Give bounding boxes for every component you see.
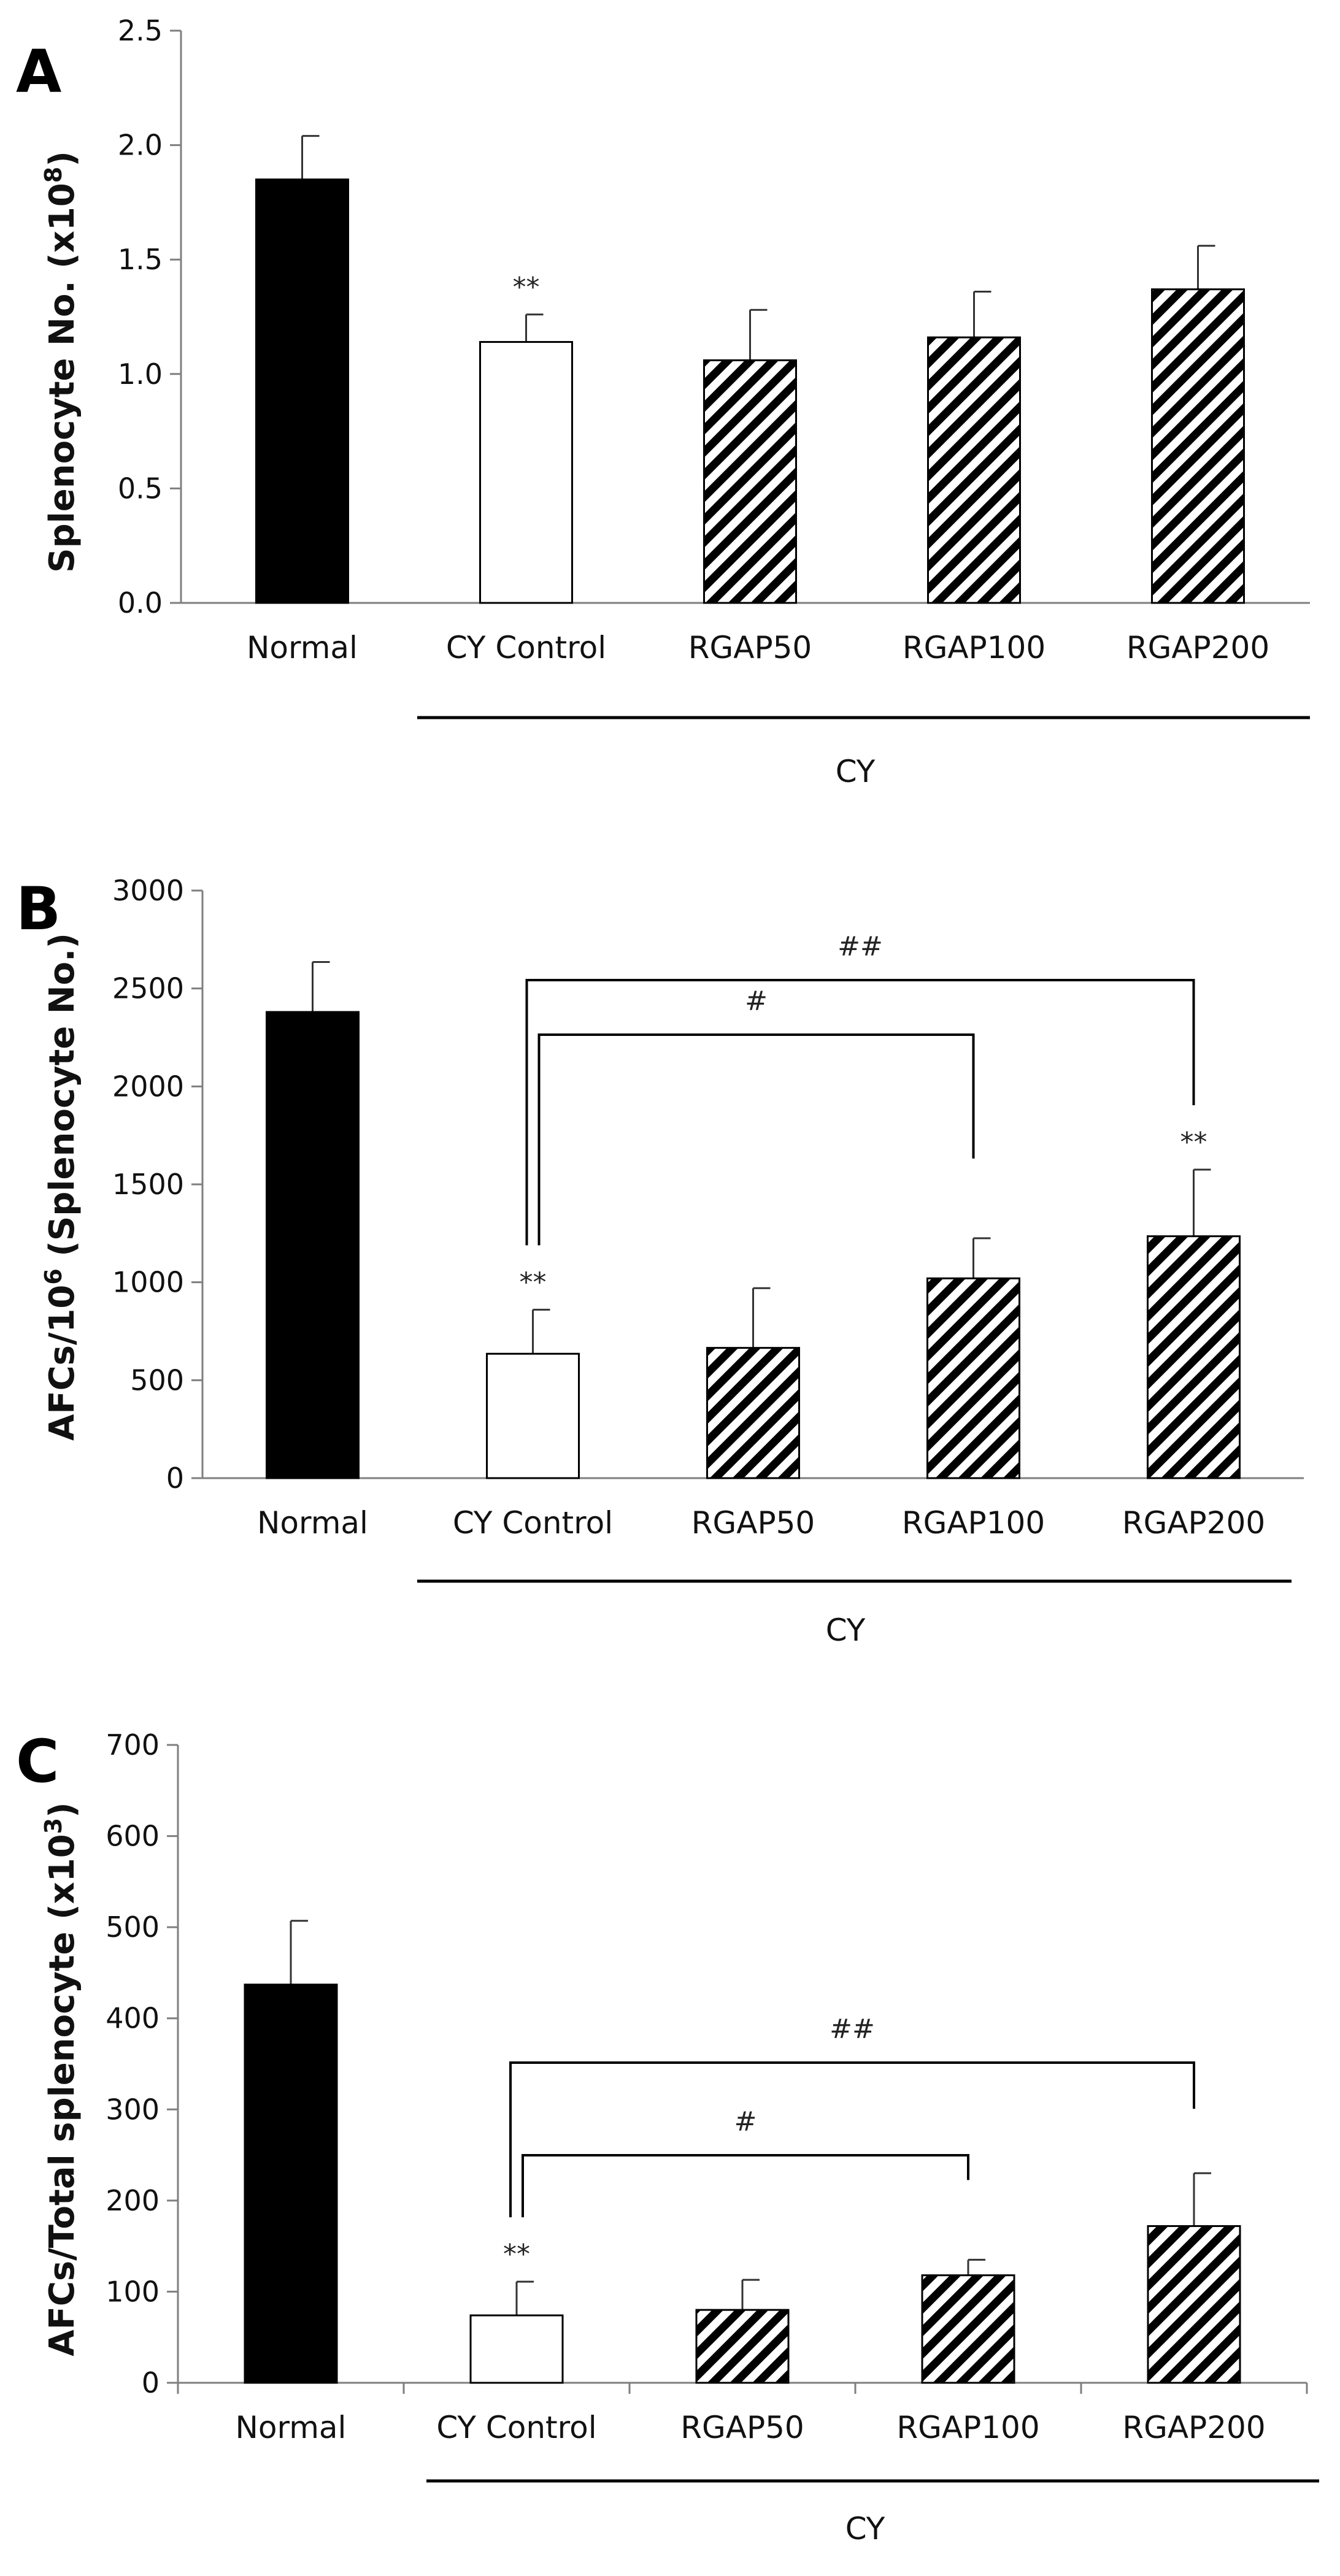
panel-c-y-tick-label: 100	[106, 2275, 160, 2308]
panel-c-bracket	[509, 2061, 1195, 2218]
panel-c-bar-cy-control	[469, 2314, 564, 2384]
panel-b-y-tick-label: 1500	[112, 1168, 184, 1201]
panel-a-category-label: RGAP50	[688, 630, 812, 665]
panel-a-bar-rgap200	[1151, 288, 1245, 604]
panel-c-category-label: CY Control	[436, 2410, 596, 2445]
panel-a-y-tick-label: 0.0	[118, 586, 163, 619]
panel-c-category-label: Normal	[236, 2410, 347, 2445]
panel-c-bar-normal	[244, 1984, 338, 2384]
panel-b-bar-rgap50	[706, 1347, 800, 1479]
panel-c-y-tick-label: 0	[142, 2366, 160, 2399]
panel-b-bracket-label: ##	[838, 931, 883, 962]
panel-c-bracket-label: #	[734, 2106, 757, 2137]
panel-c-category-label: RGAP50	[680, 2410, 804, 2445]
panel-b-category-label: RGAP200	[1122, 1505, 1265, 1541]
panel-a-y-tick-label: 1.0	[118, 358, 163, 391]
panel-b-bracket	[525, 979, 1195, 1246]
panel-b-y-axis-title: AFCs/106 (Splenocyte No.)	[40, 933, 82, 1441]
panel-a-label: A	[16, 37, 61, 106]
panel-b-bracket-label: #	[745, 986, 768, 1017]
panel-c-category-label: RGAP100	[896, 2410, 1039, 2445]
panel-c-bar-rgap50	[695, 2309, 790, 2384]
panel-b-bar-normal	[266, 1011, 360, 1479]
panel-c-y-tick-label: 700	[106, 1728, 160, 1761]
panel-b-category-label: Normal	[257, 1505, 368, 1541]
panel-c-y-axis-title: AFCs/Total splenocyte (x103)	[40, 1802, 82, 2356]
panel-a-group-label: CY	[836, 754, 876, 789]
panel-c-bar-rgap100	[921, 2274, 1015, 2384]
panel-a-y-tick-label: 1.5	[118, 243, 163, 276]
panel-c-label: C	[16, 1727, 59, 1796]
panel-a-y-tick-label: 0.5	[118, 472, 163, 505]
panel-b-plot: 0 500 1000 1500 2000 2500 3000 Normal CY Control…	[112, 874, 1304, 1583]
panel-b-category-label: RGAP100	[902, 1505, 1045, 1541]
panel-b-category-label: RGAP50	[691, 1505, 815, 1541]
panel-c-y-tick-label: 300	[106, 2093, 160, 2126]
panel-c-category-label: RGAP200	[1122, 2410, 1265, 2445]
panel-c-plot: 0 100 200 300 400 500 600 700 Normal CY Control RG…	[106, 1728, 1319, 2483]
panel-b-y-tick-label: 0	[166, 1462, 184, 1495]
panel-a-bar-cy-control	[479, 341, 573, 604]
panel-b-group-label: CY	[826, 1612, 866, 1648]
panel-a-significance-marker: **	[513, 272, 540, 303]
panel-c-bar-rgap200	[1147, 2225, 1241, 2384]
panel-b-bracket	[537, 1033, 975, 1246]
panel-a-category-label: CY Control	[446, 630, 606, 665]
panel-b-label: B	[16, 875, 61, 943]
panel-b-bar-cy-control	[486, 1352, 580, 1479]
panel-a-bar-normal	[255, 178, 349, 604]
panel-c: C AFCs/Total splenocyte (x103) 0 100 200 30…	[16, 1727, 1319, 2547]
panel-a-y-tick-label: 2.0	[118, 129, 163, 162]
panel-b-y-tick-label: 1000	[112, 1266, 184, 1299]
panel-b-category-label: CY Control	[453, 1505, 613, 1541]
panel-a: A Splenocyte No. (x108) 0.0 0.5 1.0 1.5 2.0 2…	[16, 14, 1310, 789]
panel-c-y-tick-label: 400	[106, 2002, 160, 2035]
panel-c-bracket-label: ##	[830, 2014, 875, 2045]
panel-a-y-tick-label: 2.5	[118, 14, 163, 47]
panel-b-significance-marker: **	[520, 1267, 547, 1298]
panel-b: B AFCs/106 (Splenocyte No.) 0 500 1000 1500…	[16, 874, 1304, 1648]
panel-b-bar-rgap200	[1147, 1235, 1241, 1479]
panel-a-category-label: Normal	[247, 630, 358, 665]
panel-b-y-tick-label: 2000	[112, 1070, 184, 1103]
panel-b-y-tick-label: 3000	[112, 874, 184, 907]
panel-a-y-axis-title: Splenocyte No. (x108)	[40, 151, 82, 573]
panel-c-significance-marker: **	[503, 2239, 530, 2270]
panel-b-significance-marker: **	[1180, 1127, 1207, 1158]
panel-b-y-tick-label: 2500	[112, 972, 184, 1005]
panel-a-category-label: RGAP100	[903, 630, 1045, 665]
panel-c-y-tick-label: 200	[106, 2184, 160, 2217]
panel-a-category-label: RGAP200	[1126, 630, 1269, 665]
panel-b-bar-rgap100	[926, 1277, 1020, 1479]
panel-c-y-tick-label: 600	[106, 1820, 160, 1853]
panel-c-group-label: CY	[845, 2511, 885, 2547]
panel-a-plot: 0.0 0.5 1.0 1.5 2.0 2.5 Normal CY Control RGAP50…	[118, 14, 1310, 719]
panel-a-bar-rgap100	[927, 336, 1021, 604]
panel-a-bar-rgap50	[703, 359, 797, 604]
panel-b-y-tick-label: 500	[130, 1363, 184, 1397]
panel-c-bracket	[522, 2154, 969, 2218]
panel-c-y-tick-label: 500	[106, 1911, 160, 1944]
